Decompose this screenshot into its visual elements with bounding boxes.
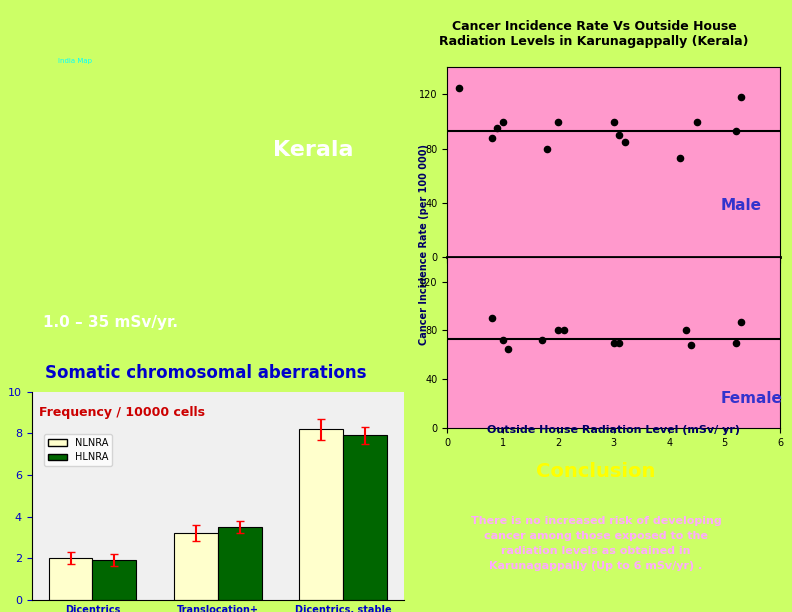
Point bbox=[552, 117, 565, 127]
Point bbox=[452, 83, 465, 92]
Point bbox=[485, 313, 498, 323]
Bar bbox=[48, 558, 93, 600]
Text: Cancer Incidence Rate Vs Outside House
Radiation Levels in Karunagappally (Keral: Cancer Incidence Rate Vs Outside House R… bbox=[440, 20, 748, 48]
Point bbox=[691, 117, 703, 127]
Bar bbox=[174, 533, 218, 600]
Text: There is no increased risk of developing
cancer among those exposed to the
radia: There is no increased risk of developing… bbox=[470, 517, 722, 570]
Text: 1.0 – 35 mSv/yr.: 1.0 – 35 mSv/yr. bbox=[43, 315, 178, 330]
Point bbox=[497, 335, 509, 345]
Text: Female: Female bbox=[720, 390, 782, 406]
Legend: NLNRA, HLNRA: NLNRA, HLNRA bbox=[44, 434, 112, 466]
Bar bbox=[218, 527, 261, 600]
Point bbox=[735, 317, 748, 327]
Point bbox=[491, 124, 504, 133]
Text: Kerala: Kerala bbox=[273, 140, 353, 160]
Point bbox=[558, 326, 570, 335]
Point bbox=[535, 335, 548, 345]
Point bbox=[619, 137, 631, 147]
Text: India Map: India Map bbox=[59, 58, 92, 64]
Point bbox=[613, 130, 626, 140]
Bar bbox=[343, 435, 387, 600]
Point bbox=[502, 344, 515, 354]
Bar bbox=[299, 429, 343, 600]
Point bbox=[680, 326, 692, 335]
Point bbox=[613, 338, 626, 348]
Point bbox=[541, 144, 554, 154]
Text: Cancer Incidence Rate (per 100 000): Cancer Incidence Rate (per 100 000) bbox=[419, 144, 428, 345]
Point bbox=[729, 338, 742, 348]
Point bbox=[607, 117, 620, 127]
Point bbox=[497, 117, 509, 127]
Text: Somatic chromosomal aberrations: Somatic chromosomal aberrations bbox=[45, 364, 367, 382]
Bar bbox=[93, 560, 136, 600]
Point bbox=[607, 338, 620, 348]
Text: Male: Male bbox=[720, 198, 761, 212]
Point bbox=[674, 153, 687, 163]
Text: Frequency / 10000 cells: Frequency / 10000 cells bbox=[39, 406, 205, 419]
Point bbox=[729, 126, 742, 136]
Point bbox=[685, 340, 698, 350]
Point bbox=[552, 326, 565, 335]
Point bbox=[735, 92, 748, 102]
Text: Outside House Radiation Level (mSv/ yr): Outside House Radiation Level (mSv/ yr) bbox=[487, 425, 741, 435]
Point bbox=[485, 133, 498, 143]
Text: Conclusion: Conclusion bbox=[536, 462, 656, 481]
